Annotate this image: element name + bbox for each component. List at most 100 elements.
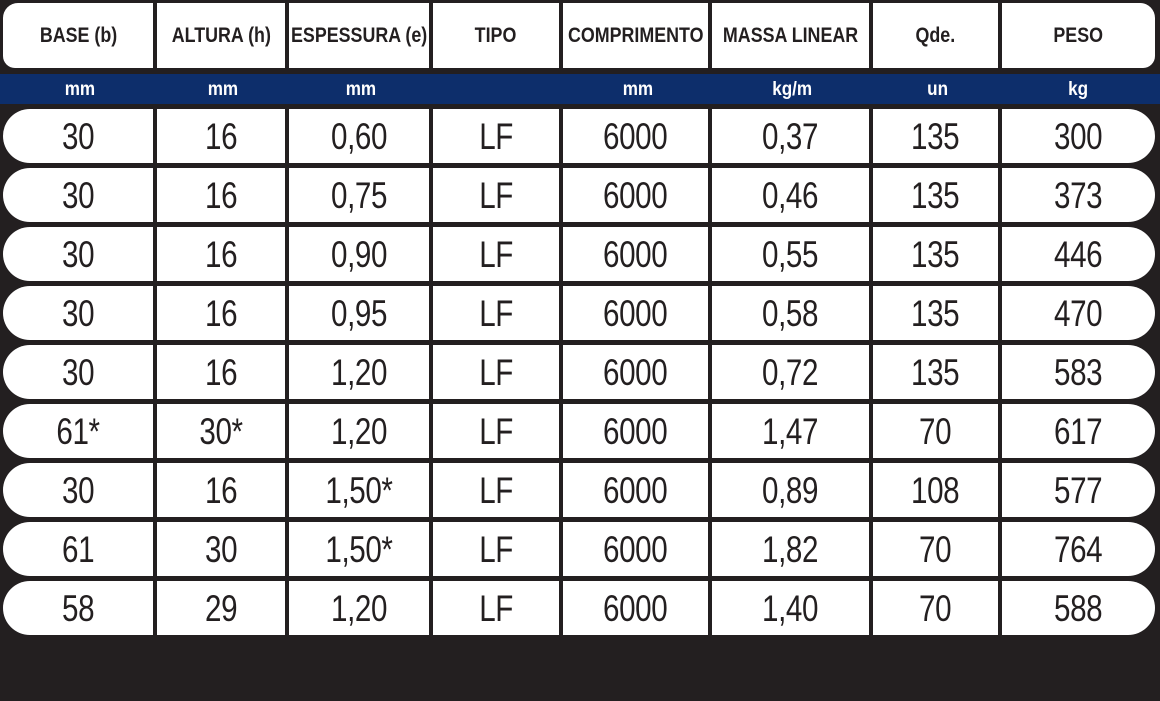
- cell-value: 577: [1054, 469, 1103, 511]
- unit-cell-comprimento: mm: [563, 74, 712, 104]
- unit-cell-qde: un: [873, 74, 1002, 104]
- cell-value: 135: [911, 233, 960, 275]
- cell-value: 108: [911, 469, 960, 511]
- cell-value: LF: [479, 115, 513, 157]
- table-row: 30 16 1,50* LF 6000 0,89 108 577: [3, 463, 1155, 517]
- unit-label: mm: [207, 78, 239, 100]
- unit-label: mm: [345, 78, 377, 100]
- unit-cell-base: mm: [3, 74, 157, 104]
- cell-value: 0,60: [330, 115, 387, 157]
- cell-value: 30: [61, 351, 95, 393]
- header-cell-tipo: TIPO: [433, 3, 563, 68]
- cell-value: 0,72: [762, 351, 819, 393]
- table-cell: 61: [3, 522, 157, 576]
- cell-value: 764: [1054, 528, 1103, 570]
- table-cell: 135: [873, 345, 1002, 399]
- cell-value: 0,90: [330, 233, 387, 275]
- cell-value: 583: [1054, 351, 1103, 393]
- table-cell: 30: [3, 463, 157, 517]
- table-cell: 1,40: [712, 581, 873, 635]
- table-cell: 70: [873, 404, 1002, 458]
- table-cell: 6000: [563, 227, 712, 281]
- table-cell: LF: [433, 109, 563, 163]
- header-label: BASE (b): [39, 24, 117, 47]
- cell-value: 6000: [603, 233, 668, 275]
- table-cell: 446: [1002, 227, 1155, 281]
- header-label: ESPESSURA (e): [290, 24, 428, 47]
- cell-value: 16: [204, 233, 238, 275]
- table-cell: 0,46: [712, 168, 873, 222]
- table-row: 30 16 1,20 LF 6000 0,72 135 583: [3, 345, 1155, 399]
- cell-value: 1,47: [762, 410, 819, 452]
- table-cell: 373: [1002, 168, 1155, 222]
- cell-value: LF: [479, 410, 513, 452]
- table-row: 61* 30* 1,20 LF 6000 1,47 70 617: [3, 404, 1155, 458]
- table-cell: 135: [873, 109, 1002, 163]
- cell-value: 446: [1054, 233, 1103, 275]
- header-cell-peso: PESO: [1002, 3, 1155, 68]
- table-cell: 1,20: [289, 581, 433, 635]
- table-cell: 16: [157, 345, 289, 399]
- cell-value: 1,50*: [325, 528, 393, 570]
- cell-value: 6000: [603, 174, 668, 216]
- table-cell: 30: [157, 522, 289, 576]
- header-label: TIPO: [475, 24, 517, 47]
- unit-label: mm: [64, 78, 96, 100]
- unit-cell-tipo: [433, 74, 563, 104]
- table-cell: 70: [873, 522, 1002, 576]
- unit-cell-espessura: mm: [289, 74, 433, 104]
- cell-value: 30: [61, 115, 95, 157]
- cell-value: 30: [61, 292, 95, 334]
- table-cell: 0,60: [289, 109, 433, 163]
- cell-value: 617: [1054, 410, 1103, 452]
- table-cell: 135: [873, 227, 1002, 281]
- cell-value: 135: [911, 351, 960, 393]
- cell-value: 470: [1054, 292, 1103, 334]
- table-cell: 1,50*: [289, 522, 433, 576]
- unit-cell-peso: kg: [1002, 74, 1155, 104]
- cell-value: LF: [479, 233, 513, 275]
- cell-value: 16: [204, 174, 238, 216]
- table-cell: LF: [433, 286, 563, 340]
- cell-value: 588: [1054, 587, 1103, 629]
- cell-value: 6000: [603, 587, 668, 629]
- table-cell: 30: [3, 286, 157, 340]
- table-cell: 30: [3, 345, 157, 399]
- table-cell: LF: [433, 404, 563, 458]
- header-cell-massa-linear: MASSA LINEAR: [712, 3, 873, 68]
- unit-label: kg/m: [772, 78, 813, 100]
- header-cell-altura: ALTURA (h): [157, 3, 289, 68]
- table-cell: 0,72: [712, 345, 873, 399]
- table-cell: LF: [433, 522, 563, 576]
- cell-value: 0,37: [762, 115, 819, 157]
- cell-value: LF: [479, 292, 513, 334]
- table-cell: LF: [433, 227, 563, 281]
- cell-value: 29: [204, 587, 238, 629]
- table-cell: 6000: [563, 286, 712, 340]
- table-cell: 6000: [563, 345, 712, 399]
- table-cell: 1,82: [712, 522, 873, 576]
- units-band: mm mm mm mm kg/m un kg: [0, 74, 1160, 104]
- cell-value: 61*: [56, 410, 100, 452]
- table-cell: 1,50*: [289, 463, 433, 517]
- table-row: 30 16 0,60 LF 6000 0,37 135 300: [3, 109, 1155, 163]
- cell-value: 0,75: [330, 174, 387, 216]
- table-cell: 6000: [563, 404, 712, 458]
- cell-value: LF: [479, 469, 513, 511]
- cell-value: 16: [204, 292, 238, 334]
- table-cell: 0,37: [712, 109, 873, 163]
- table-cell: 1,20: [289, 345, 433, 399]
- cell-value: 300: [1054, 115, 1103, 157]
- table-cell: 30: [3, 109, 157, 163]
- table-header-row: BASE (b) ALTURA (h) ESPESSURA (e) TIPO C…: [3, 3, 1155, 68]
- header-label: PESO: [1053, 24, 1104, 47]
- cell-value: 0,55: [762, 233, 819, 275]
- cell-value: 30: [61, 174, 95, 216]
- cell-value: 1,50*: [325, 469, 393, 511]
- table-cell: 61*: [3, 404, 157, 458]
- cell-value: 61: [61, 528, 95, 570]
- table-cell: 583: [1002, 345, 1155, 399]
- table-cell: LF: [433, 168, 563, 222]
- cell-value: 135: [911, 115, 960, 157]
